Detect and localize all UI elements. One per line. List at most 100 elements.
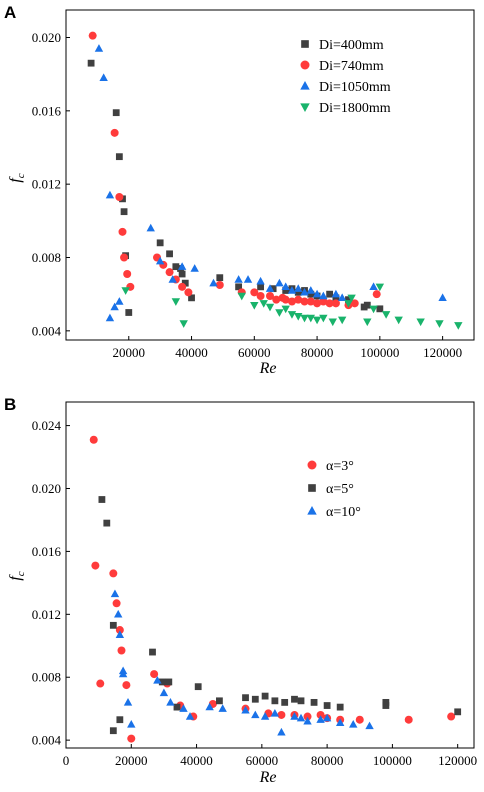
x-tick-label: 60000 xyxy=(246,753,279,768)
data-point xyxy=(179,704,188,712)
data-point xyxy=(153,675,162,684)
data-point xyxy=(250,301,259,310)
data-point xyxy=(117,646,126,655)
data-point xyxy=(435,320,444,328)
data-point xyxy=(294,312,303,321)
data-point xyxy=(332,294,340,302)
data-point xyxy=(215,281,224,289)
x-tick-label: 100000 xyxy=(360,345,399,360)
data-point xyxy=(319,297,328,306)
data-point xyxy=(312,316,322,325)
data-point xyxy=(454,708,462,716)
panel-a: A fc Re 20000 40000 60000 80000 100000 120000… xyxy=(4,3,475,377)
data-point xyxy=(118,227,127,236)
data-point xyxy=(394,316,403,325)
data-point xyxy=(349,720,358,728)
data-points xyxy=(89,435,462,743)
legend-marker xyxy=(301,40,309,48)
data-point xyxy=(94,44,104,52)
data-point xyxy=(296,713,306,722)
data-point xyxy=(194,683,202,691)
data-point xyxy=(216,697,223,705)
y-tick-label: 0.016 xyxy=(32,544,62,559)
data-point xyxy=(179,320,188,328)
x-tick-label: 100000 xyxy=(373,753,412,768)
data-point xyxy=(306,286,315,294)
data-point xyxy=(166,250,173,258)
legend: α=3° α=5° α=10° xyxy=(307,459,361,520)
data-point xyxy=(112,109,120,117)
data-point xyxy=(116,716,124,724)
data-point xyxy=(115,630,125,638)
data-point xyxy=(382,702,390,709)
data-point xyxy=(237,292,246,301)
data-point xyxy=(316,715,325,723)
data-point xyxy=(312,289,322,298)
data-point xyxy=(337,293,347,302)
data-point xyxy=(271,697,279,705)
x-tick-label: 0 xyxy=(63,753,70,768)
data-point xyxy=(300,287,309,296)
x-tick-label: 120000 xyxy=(423,345,462,360)
data-point xyxy=(290,712,299,720)
data-point xyxy=(89,435,98,444)
data-point xyxy=(319,314,328,323)
data-point xyxy=(99,73,108,82)
data-point xyxy=(155,256,165,265)
data-point xyxy=(149,648,156,656)
data-point xyxy=(337,316,347,325)
data-point xyxy=(190,264,199,272)
data-point xyxy=(365,721,374,730)
data-point xyxy=(300,297,309,306)
data-point xyxy=(127,720,136,728)
data-point xyxy=(115,193,124,201)
data-point xyxy=(363,318,372,327)
data-point xyxy=(209,278,218,287)
plot-frame xyxy=(65,401,475,749)
data-point xyxy=(291,695,298,703)
data-point xyxy=(156,239,164,247)
data-point xyxy=(306,297,315,306)
data-point xyxy=(323,702,331,709)
data-point xyxy=(331,299,340,308)
legend-label: α=5° xyxy=(326,482,354,497)
legend-marker xyxy=(300,103,310,112)
data-point xyxy=(87,59,95,67)
data-point xyxy=(281,698,289,706)
data-point xyxy=(375,283,385,292)
data-point xyxy=(115,297,124,305)
y-tick-label: 0.020 xyxy=(32,30,61,45)
data-point xyxy=(159,688,169,697)
data-point xyxy=(188,294,195,302)
data-point xyxy=(259,300,268,308)
data-point xyxy=(447,712,456,721)
data-point xyxy=(184,288,193,297)
data-point xyxy=(178,282,187,291)
data-point xyxy=(438,293,447,302)
data-point xyxy=(287,286,297,294)
data-point xyxy=(265,284,275,292)
legend-label: Di=1050mm xyxy=(319,80,391,95)
data-point xyxy=(146,223,155,232)
data-point xyxy=(121,287,130,295)
data-point xyxy=(297,697,305,705)
legend-marker xyxy=(307,460,317,470)
data-point xyxy=(91,561,100,570)
y-axis-title-sub: c xyxy=(15,173,27,178)
data-point xyxy=(105,313,115,322)
data-point xyxy=(277,727,286,736)
panel-label: B xyxy=(4,395,16,414)
y-tick-label: 0.004 xyxy=(32,323,62,338)
y-tick-label: 0.020 xyxy=(32,481,61,496)
data-point xyxy=(178,270,186,278)
data-point xyxy=(103,519,111,527)
data-point xyxy=(110,302,119,311)
data-point xyxy=(381,311,391,319)
y-tick-label: 0.012 xyxy=(32,177,61,192)
legend: Di=400mm Di=740mm Di=1050mm Di=1800mm xyxy=(300,38,391,116)
data-point xyxy=(235,283,243,291)
x-tick-label: 40000 xyxy=(180,753,213,768)
panel-label: A xyxy=(4,3,16,22)
data-point xyxy=(369,305,378,314)
